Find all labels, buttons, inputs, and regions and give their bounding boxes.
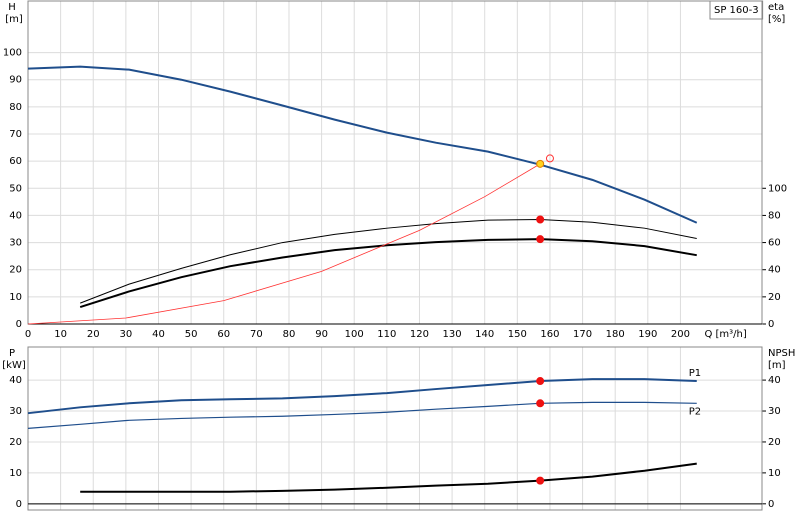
x-tick-label: 70 — [250, 329, 263, 340]
duty-point — [536, 235, 545, 244]
y2-tick-label: 40 — [768, 265, 781, 276]
y-tick-label: 50 — [9, 183, 22, 194]
y-tick-label: 10 — [9, 292, 22, 303]
y-tick-label: 20 — [9, 437, 22, 448]
y2-axis-label: NPSH — [768, 348, 795, 359]
y2-tick-label: 20 — [768, 292, 781, 303]
model-label: SP 160-3 — [714, 5, 759, 16]
x-tick-label: 140 — [475, 329, 494, 340]
x-tick-label: 80 — [283, 329, 296, 340]
x-tick-label: 170 — [573, 329, 592, 340]
y-axis-unit: [kW] — [2, 360, 26, 371]
curve — [27, 378, 697, 415]
curve — [27, 163, 541, 325]
duty-point — [545, 154, 554, 163]
x-tick-label: 180 — [606, 329, 625, 340]
y-tick-label: 0 — [16, 499, 22, 510]
duty-point — [536, 476, 545, 485]
y-tick-label: 40 — [9, 210, 22, 221]
x-tick-label: 60 — [217, 329, 230, 340]
x-tick-label: 10 — [54, 329, 67, 340]
y-tick-label: 30 — [9, 406, 22, 417]
x-tick-label: 200 — [671, 329, 690, 340]
series-label: P2 — [689, 406, 701, 417]
y2-tick-label: 100 — [768, 183, 787, 194]
duty-point — [536, 215, 545, 224]
x-tick-label: 30 — [119, 329, 132, 340]
x-tick-label: 50 — [185, 329, 198, 340]
x-tick-label: 120 — [410, 329, 429, 340]
y-tick-label: 90 — [9, 75, 22, 86]
y2-tick-label: 40 — [768, 375, 781, 386]
y-axis-label: H — [8, 2, 16, 13]
model-label-box — [709, 0, 764, 20]
y2-tick-label: 10 — [768, 468, 781, 479]
x-tick-label: 110 — [377, 329, 396, 340]
y-tick-label: 30 — [9, 238, 22, 249]
y-axis-label: P — [9, 348, 15, 359]
series-label: P1 — [689, 368, 701, 379]
x-tick-label: 150 — [508, 329, 527, 340]
y-tick-label: 70 — [9, 129, 22, 140]
y-tick-label: 40 — [9, 375, 22, 386]
y2-tick-label: 80 — [768, 210, 781, 221]
y-tick-label: 80 — [9, 102, 22, 113]
y2-tick-label: 0 — [768, 319, 774, 330]
y2-tick-label: 20 — [768, 437, 781, 448]
y2-tick-label: 30 — [768, 406, 781, 417]
curve — [80, 218, 697, 304]
x-tick-label: 20 — [87, 329, 100, 340]
curve — [27, 401, 697, 429]
plot-frame — [27, 0, 763, 325]
x-tick-label: 40 — [152, 329, 165, 340]
y-tick-label: 0 — [16, 319, 22, 330]
y-tick-label: 10 — [9, 468, 22, 479]
y-tick-label: 20 — [9, 265, 22, 276]
x-tick-label: 0 — [25, 329, 31, 340]
duty-point — [536, 399, 545, 408]
plot-frame — [27, 346, 763, 511]
y-axis-unit: [m] — [5, 14, 23, 25]
y2-axis-unit: [%] — [768, 14, 785, 25]
y-tick-label: 60 — [9, 156, 22, 167]
y2-tick-label: 0 — [768, 499, 774, 510]
x-axis-label: Q [m³/h] — [704, 329, 746, 340]
y2-axis-label: eta — [768, 2, 784, 13]
y-tick-label: 100 — [3, 48, 22, 59]
x-tick-label: 100 — [345, 329, 364, 340]
curve — [80, 462, 697, 493]
duty-point — [536, 377, 545, 386]
curve — [79, 238, 697, 308]
y2-tick-label: 60 — [768, 238, 781, 249]
x-tick-label: 190 — [638, 329, 657, 340]
y2-axis-unit: [m] — [768, 360, 786, 371]
x-tick-label: 90 — [315, 329, 328, 340]
x-tick-label: 160 — [540, 329, 559, 340]
x-tick-label: 130 — [443, 329, 462, 340]
duty-point — [536, 159, 545, 168]
curve — [27, 65, 698, 224]
